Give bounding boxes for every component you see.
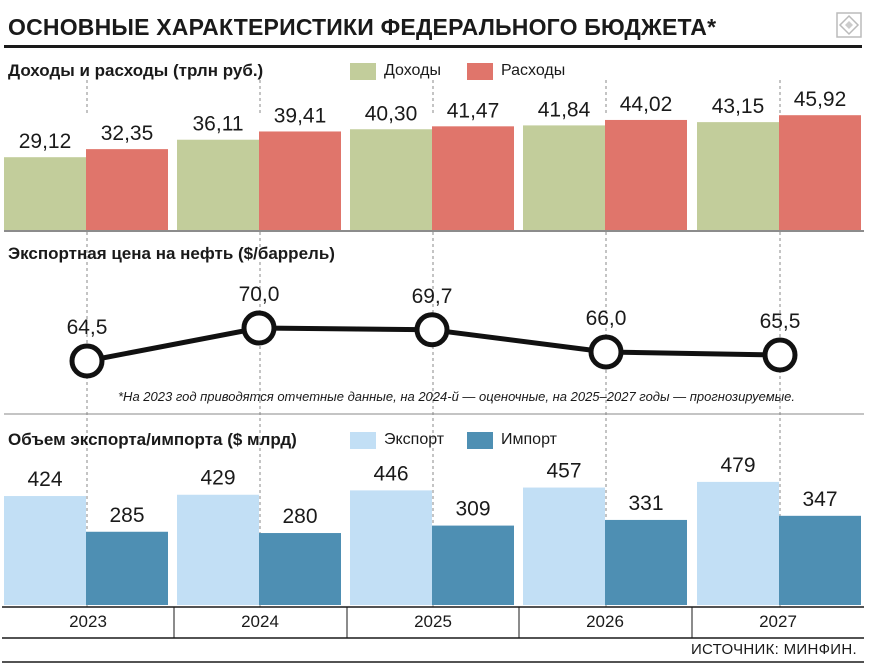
year-label-2026: 2026 bbox=[586, 612, 624, 631]
source-note: ИСТОЧНИК: МИНФИН. bbox=[690, 641, 857, 658]
expense-value-2025: 41,47 bbox=[447, 99, 500, 122]
income-bar-2023 bbox=[4, 157, 86, 230]
export-bar-2025 bbox=[350, 490, 432, 605]
legend-expense-swatch bbox=[467, 62, 493, 80]
oil-section-title: Экспортная цена на нефть ($/баррель) bbox=[8, 244, 335, 263]
expense-bar-2023 bbox=[86, 149, 168, 230]
budget-section-title: Доходы и расходы (трлн руб.) bbox=[8, 61, 264, 80]
export-value-2023: 424 bbox=[27, 468, 62, 491]
year-label-2023: 2023 bbox=[69, 612, 107, 631]
income-value-2025: 40,30 bbox=[365, 102, 418, 125]
export-bar-2027 bbox=[697, 481, 779, 605]
income-bar-2024 bbox=[177, 139, 259, 230]
expense-bar-2026 bbox=[605, 119, 687, 230]
publisher-logo-icon bbox=[836, 12, 862, 38]
oil-value-2023: 64,5 bbox=[67, 316, 108, 339]
export-value-2024: 429 bbox=[200, 467, 235, 490]
import-value-2026: 331 bbox=[628, 492, 663, 515]
oil-point-2023 bbox=[69, 343, 105, 379]
chart-title: ОСНОВНЫЕ ХАРАКТЕРИСТИКИ ФЕДЕРАЛЬНОГО БЮД… bbox=[8, 14, 717, 40]
income-value-2027: 43,15 bbox=[712, 95, 765, 118]
footnote: *На 2023 год приводятся отчетные данные,… bbox=[118, 389, 796, 404]
legend-import: Импорт bbox=[467, 431, 557, 449]
oil-point-2025 bbox=[414, 312, 450, 348]
expense-bar-2027 bbox=[779, 115, 861, 230]
import-bar-2026 bbox=[605, 519, 687, 605]
year-label-2027: 2027 bbox=[759, 612, 797, 631]
expense-value-2023: 32,35 bbox=[101, 122, 154, 145]
oil-value-2025: 69,7 bbox=[412, 285, 453, 308]
title-rule bbox=[4, 45, 862, 48]
income-bar-2025 bbox=[350, 129, 432, 230]
income-value-2026: 41,84 bbox=[538, 98, 591, 121]
legend-expense: Расходы bbox=[467, 62, 565, 80]
export-value-2027: 479 bbox=[720, 454, 755, 477]
import-value-2023: 285 bbox=[109, 504, 144, 527]
import-bar-2023 bbox=[86, 531, 168, 605]
expense-value-2027: 45,92 bbox=[794, 88, 847, 111]
legend-income-swatch bbox=[350, 62, 376, 80]
export-value-2025: 446 bbox=[373, 462, 408, 485]
legend-expense-label: Расходы bbox=[501, 62, 566, 79]
oil-value-2027: 65,5 bbox=[760, 310, 801, 333]
expense-bar-2024 bbox=[259, 131, 341, 230]
export-value-2026: 457 bbox=[546, 460, 581, 483]
year-label-2024: 2024 bbox=[241, 612, 279, 631]
income-value-2023: 29,12 bbox=[19, 130, 72, 153]
oil-point-2027 bbox=[762, 337, 798, 373]
legend-income: Доходы bbox=[350, 62, 441, 80]
import-bar-2025 bbox=[432, 525, 514, 605]
expense-bar-2025 bbox=[432, 126, 514, 230]
income-bar-2027 bbox=[697, 122, 779, 230]
legend-export-label: Экспорт bbox=[384, 431, 445, 448]
income-value-2024: 36,11 bbox=[193, 113, 244, 136]
export-bar-2024 bbox=[177, 494, 259, 605]
oil-point-2026 bbox=[588, 334, 624, 370]
oil-value-2026: 66,0 bbox=[586, 307, 627, 330]
expense-value-2024: 39,41 bbox=[274, 104, 327, 127]
import-bar-2024 bbox=[259, 533, 341, 605]
legend-income-label: Доходы bbox=[384, 62, 441, 79]
import-value-2027: 347 bbox=[802, 488, 837, 511]
trade-section-title: Объем экспорта/импорта ($ млрд) bbox=[8, 430, 297, 449]
export-bar-2026 bbox=[523, 487, 605, 605]
year-label-2025: 2025 bbox=[414, 612, 452, 631]
income-bar-2026 bbox=[523, 125, 605, 230]
import-bar-2027 bbox=[779, 515, 861, 605]
import-value-2025: 309 bbox=[455, 498, 490, 521]
legend-export: Экспорт bbox=[350, 431, 444, 449]
export-bar-2023 bbox=[4, 496, 86, 605]
oil-point-2024 bbox=[241, 310, 277, 346]
import-value-2024: 280 bbox=[282, 505, 317, 528]
oil-value-2024: 70,0 bbox=[239, 283, 280, 306]
legend-import-swatch bbox=[467, 431, 493, 449]
legend-export-swatch bbox=[350, 431, 376, 449]
legend-import-label: Импорт bbox=[501, 431, 557, 448]
expense-value-2026: 44,02 bbox=[620, 93, 673, 116]
